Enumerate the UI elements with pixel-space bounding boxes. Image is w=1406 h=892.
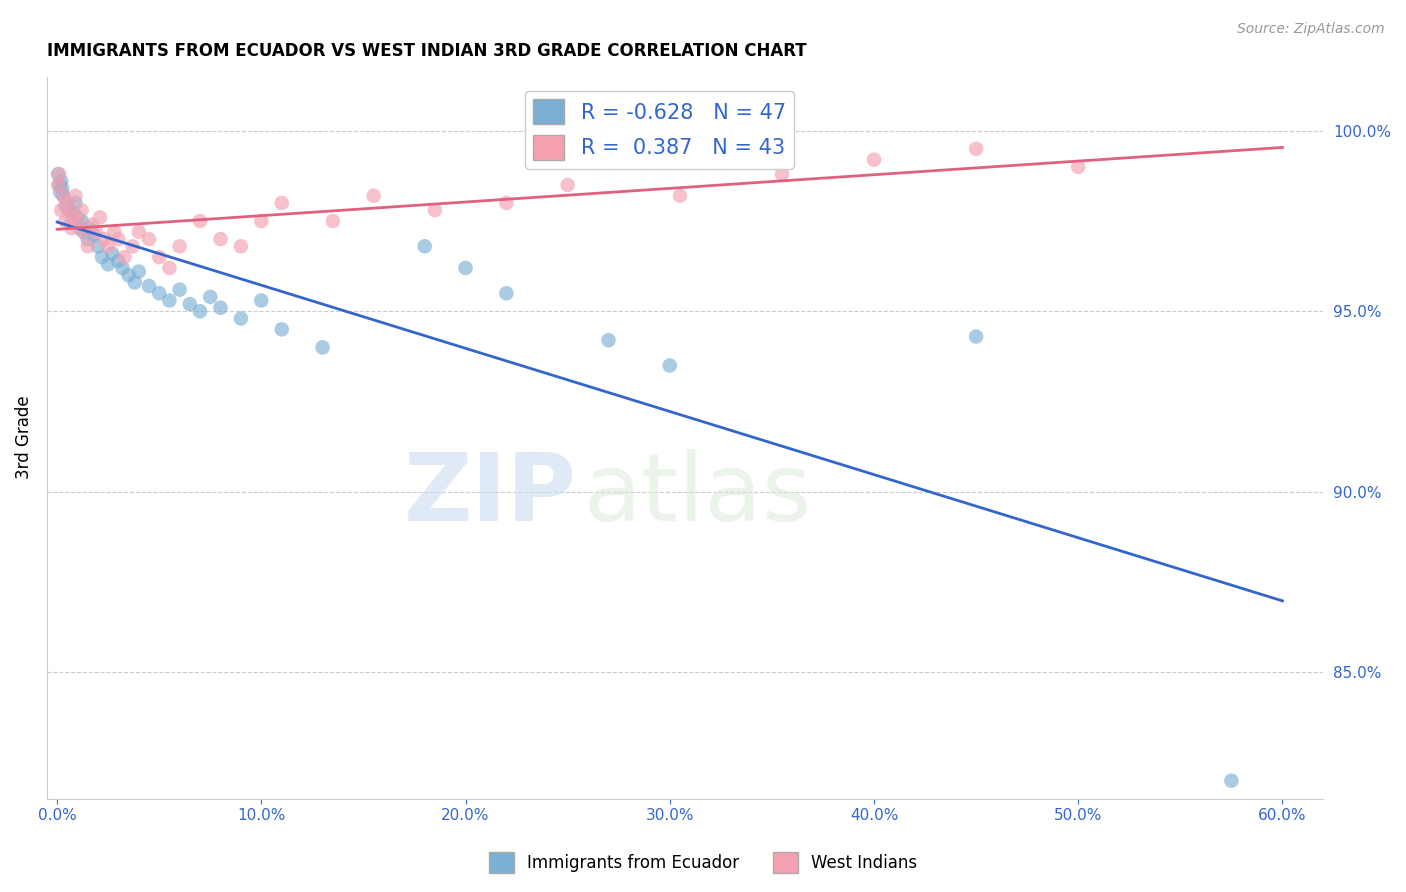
Point	[79, 221, 101, 235]
Point	[91, 250, 114, 264]
Point	[60, 214, 83, 228]
Point	[51, 181, 73, 195]
Point	[965, 142, 987, 156]
Point	[229, 311, 252, 326]
Point	[66, 211, 89, 225]
Point	[495, 286, 517, 301]
Point	[124, 276, 146, 290]
Point	[46, 167, 69, 181]
Point	[56, 196, 79, 211]
Point	[148, 286, 170, 301]
Point	[669, 188, 692, 202]
Point	[83, 228, 105, 243]
Text: IMMIGRANTS FROM ECUADOR VS WEST INDIAN 3RD GRADE CORRELATION CHART: IMMIGRANTS FROM ECUADOR VS WEST INDIAN 3…	[46, 42, 807, 60]
Point	[495, 196, 517, 211]
Point	[138, 232, 160, 246]
Point	[423, 203, 446, 218]
Text: Source: ZipAtlas.com: Source: ZipAtlas.com	[1237, 22, 1385, 37]
Point	[311, 340, 333, 354]
Point	[557, 178, 579, 192]
Point	[250, 293, 273, 308]
Point	[89, 211, 111, 225]
Point	[80, 218, 103, 232]
Point	[93, 232, 115, 246]
Point	[157, 293, 180, 308]
Point	[62, 207, 84, 221]
Point	[70, 214, 93, 228]
Text: atlas: atlas	[583, 450, 811, 541]
Point	[965, 329, 987, 343]
Point	[58, 203, 80, 218]
Point	[107, 232, 129, 246]
Point	[169, 283, 191, 297]
Point	[200, 290, 222, 304]
Point	[229, 239, 252, 253]
Point	[46, 178, 69, 192]
Point	[111, 260, 134, 275]
Point	[72, 225, 94, 239]
Point	[97, 257, 120, 271]
Point	[76, 239, 98, 253]
Point	[114, 250, 136, 264]
Point	[1220, 773, 1243, 788]
Point	[169, 239, 191, 253]
Point	[250, 214, 273, 228]
Point	[56, 196, 79, 211]
Point	[70, 203, 93, 218]
Point	[454, 260, 477, 275]
Point	[60, 221, 83, 235]
Point	[209, 301, 232, 315]
Point	[148, 250, 170, 264]
Point	[52, 188, 75, 202]
Point	[48, 178, 70, 192]
Point	[179, 297, 201, 311]
Point	[53, 214, 76, 228]
Point	[209, 232, 232, 246]
Point	[138, 279, 160, 293]
Point	[69, 221, 91, 235]
Point	[121, 239, 143, 253]
Point	[97, 239, 120, 253]
Point	[413, 239, 436, 253]
Point	[48, 167, 70, 181]
Point	[117, 268, 139, 283]
Point	[128, 225, 150, 239]
Legend: Immigrants from Ecuador, West Indians: Immigrants from Ecuador, West Indians	[482, 846, 924, 880]
Point	[658, 359, 681, 373]
Point	[52, 188, 75, 202]
Point	[188, 304, 211, 318]
Point	[87, 239, 110, 253]
Point	[53, 200, 76, 214]
Point	[72, 225, 94, 239]
Point	[58, 203, 80, 218]
Point	[107, 253, 129, 268]
Point	[188, 214, 211, 228]
Point	[863, 153, 886, 167]
Point	[65, 196, 87, 211]
Point	[65, 188, 87, 202]
Point	[84, 225, 107, 239]
Legend: R = -0.628   N = 47, R =  0.387   N = 43: R = -0.628 N = 47, R = 0.387 N = 43	[524, 91, 794, 169]
Point	[270, 322, 292, 336]
Text: ZIP: ZIP	[404, 450, 576, 541]
Point	[770, 167, 793, 181]
Point	[128, 264, 150, 278]
Point	[101, 246, 124, 260]
Point	[322, 214, 344, 228]
Point	[76, 232, 98, 246]
Point	[270, 196, 292, 211]
Point	[1067, 160, 1090, 174]
Y-axis label: 3rd Grade: 3rd Grade	[15, 396, 32, 480]
Point	[62, 211, 84, 225]
Point	[598, 333, 620, 347]
Point	[66, 214, 89, 228]
Point	[49, 185, 72, 199]
Point	[363, 188, 385, 202]
Point	[103, 225, 125, 239]
Point	[51, 203, 73, 218]
Point	[157, 260, 180, 275]
Point	[51, 174, 73, 188]
